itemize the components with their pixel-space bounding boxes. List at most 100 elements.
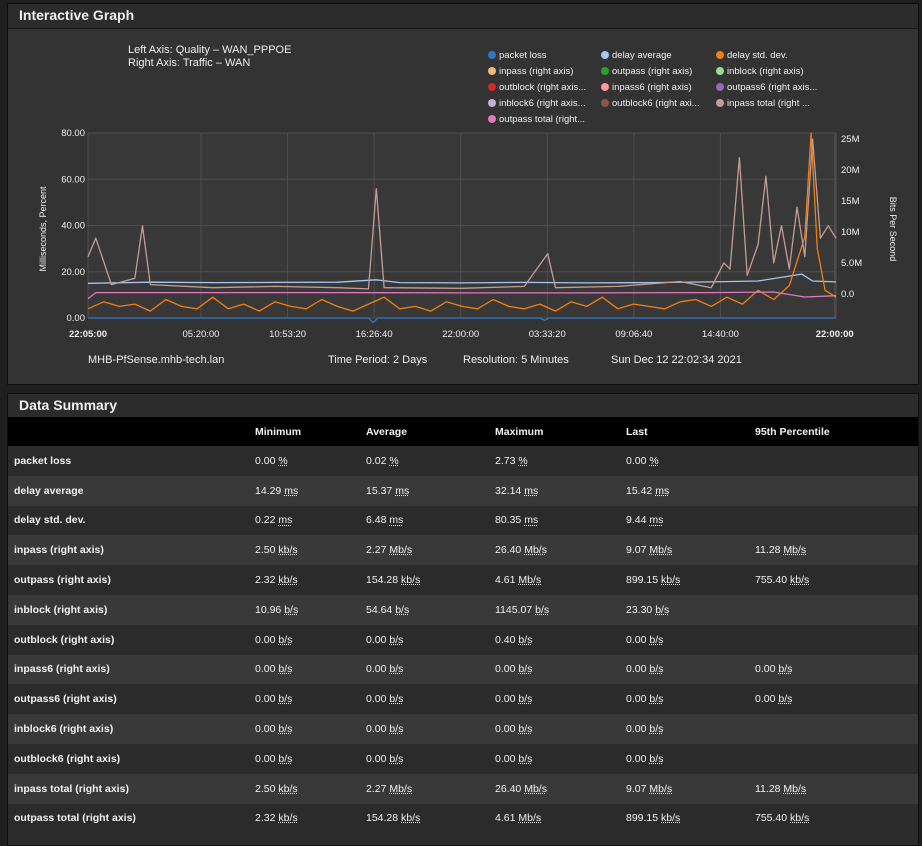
cell-value: 15.42	[626, 485, 652, 497]
column-header: Minimum	[255, 417, 366, 446]
footer-timestamp: Sun Dec 12 22:02:34 2021	[611, 354, 742, 366]
table-cell: 23.30 b/s	[626, 595, 755, 625]
table-row: delay std. dev. 0.22 ms 6.48 ms 80.35 ms 9.4…	[8, 506, 918, 536]
table-cell: 0.00 b/s	[255, 655, 366, 685]
table-cell: 0.22 ms	[255, 506, 366, 536]
table-cell: 2.27 Mb/s	[366, 535, 495, 565]
table-cell: 10.96 b/s	[255, 595, 366, 625]
cell-unit: b/s	[278, 634, 292, 646]
cell-value: 2.32	[255, 812, 275, 824]
table-cell: 14.29 ms	[255, 476, 366, 506]
row-name: outpass6 (right axis)	[8, 684, 255, 714]
cell-unit: b/s	[278, 723, 292, 735]
cell-unit: %	[278, 455, 287, 467]
table-cell: 0.40 b/s	[495, 625, 626, 655]
x-tick-label: 03:33:20	[529, 329, 566, 340]
cell-unit: kb/s	[661, 812, 680, 824]
table-cell: 26.40 Mb/s	[495, 774, 626, 804]
table-cell: 4.61 Mb/s	[495, 565, 626, 595]
table-cell: 0.00 b/s	[495, 655, 626, 685]
table-cell: 6.48 ms	[366, 506, 495, 536]
cell-unit: b/s	[649, 753, 663, 765]
cell-unit: Mb/s	[649, 783, 672, 795]
cell-unit: b/s	[389, 663, 403, 675]
table-cell: 2.27 Mb/s	[366, 774, 495, 804]
table-cell: 0.00 b/s	[626, 625, 755, 655]
cell-unit: ms	[524, 485, 538, 497]
table-cell: 54.64 b/s	[366, 595, 495, 625]
table-row: outpass total (right axis) 2.32 kb/s 154.2…	[8, 804, 918, 834]
cell-value: 32.14	[495, 485, 521, 497]
table-cell: 2.32 kb/s	[255, 804, 366, 834]
table-cell: 0.00 b/s	[495, 684, 626, 714]
column-header: 95th Percentile	[755, 417, 918, 446]
cell-value: 2.50	[255, 544, 275, 556]
table-cell: 0.00 b/s	[255, 684, 366, 714]
cell-value: 0.00	[495, 693, 515, 705]
table-cell: 11.28 Mb/s	[755, 535, 918, 565]
table-row: inpass6 (right axis) 0.00 b/s 0.00 b/s 0.00…	[8, 655, 918, 685]
table-cell	[755, 595, 918, 625]
y2-tick-label: 15M	[841, 196, 860, 207]
cell-unit: b/s	[649, 693, 663, 705]
table-cell: 9.07 Mb/s	[626, 535, 755, 565]
table-cell: 2.50 kb/s	[255, 774, 366, 804]
table-cell: 0.00 b/s	[366, 714, 495, 744]
cell-value: 899.15	[626, 574, 658, 586]
cell-value: 899.15	[626, 812, 658, 824]
row-name: outblock (right axis)	[8, 625, 255, 655]
cell-unit: b/s	[518, 753, 532, 765]
row-name: delay std. dev.	[8, 506, 255, 536]
table-cell: 2.73 %	[495, 446, 626, 476]
cell-value: 4.61	[495, 812, 515, 824]
row-name: outblock6 (right axis)	[8, 744, 255, 774]
table-cell: 2.32 kb/s	[255, 565, 366, 595]
cell-unit: b/s	[278, 753, 292, 765]
cell-unit: kb/s	[790, 574, 809, 586]
cell-unit: b/s	[778, 663, 792, 675]
table-cell: 26.40 Mb/s	[495, 535, 626, 565]
cell-value: 0.22	[255, 514, 275, 526]
cell-unit: ms	[278, 514, 292, 526]
row-name: outpass (right axis)	[8, 565, 255, 595]
cell-unit: b/s	[389, 693, 403, 705]
table-cell: 0.00 %	[255, 446, 366, 476]
cell-unit: kb/s	[401, 812, 420, 824]
cell-unit: ms	[284, 485, 298, 497]
chart-svg[interactable]: 0.00 20.00 40.00 60.00 80.00 0.0 5.0M 10M 15M 20M…	[8, 4, 918, 349]
table-row: inpass total (right axis) 2.50 kb/s 2.27 M…	[8, 774, 918, 804]
y2-tick-label: 10M	[841, 227, 860, 238]
cell-value: 0.00	[366, 753, 386, 765]
row-name: outpass total (right axis)	[8, 804, 255, 834]
y2-tick-label: 20M	[841, 165, 860, 176]
cell-unit: b/s	[535, 604, 549, 616]
cell-value: 11.28	[755, 783, 781, 795]
column-header	[8, 417, 255, 446]
cell-value: 0.00	[495, 753, 515, 765]
cell-value: 0.40	[495, 634, 515, 646]
cell-value: 0.02	[366, 455, 386, 467]
table-cell: 80.35 ms	[495, 506, 626, 536]
cell-unit: b/s	[278, 663, 292, 675]
cell-value: 80.35	[495, 514, 521, 526]
x-tick-label: 16:26:40	[356, 329, 393, 340]
cell-unit: ms	[524, 514, 538, 526]
cell-value: 0.00	[626, 753, 646, 765]
table-cell: 0.00 b/s	[255, 625, 366, 655]
cell-unit: Mb/s	[389, 783, 412, 795]
interactive-graph-panel: Interactive Graph Left Axis: Quality – W…	[7, 3, 919, 385]
table-cell: 0.00 b/s	[366, 744, 495, 774]
table-cell: 0.00 b/s	[626, 714, 755, 744]
cell-unit: Mb/s	[783, 783, 806, 795]
cell-unit: b/s	[778, 693, 792, 705]
cell-unit: Mb/s	[518, 812, 541, 824]
table-cell: 4.61 Mb/s	[495, 804, 626, 834]
x-tick-label: 14:40:00	[702, 329, 739, 340]
table-row: outpass (right axis) 2.32 kb/s 154.28 kb/s…	[8, 565, 918, 595]
cell-unit: Mb/s	[783, 544, 806, 556]
cell-value: 0.00	[626, 634, 646, 646]
row-name: packet loss	[8, 446, 255, 476]
table-cell: 899.15 kb/s	[626, 804, 755, 834]
table-row: outblock (right axis) 0.00 b/s 0.00 b/s 0.4…	[8, 625, 918, 655]
table-cell: 0.00 b/s	[255, 744, 366, 774]
